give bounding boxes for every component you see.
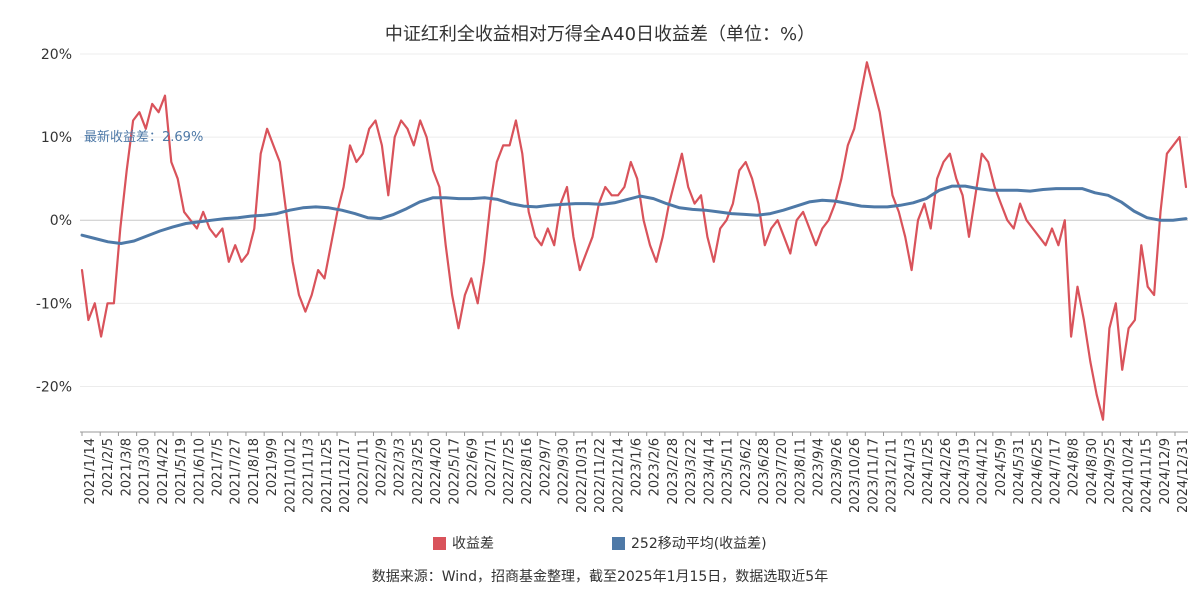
legend-swatch-spread bbox=[433, 536, 446, 550]
x-tick-label: 2024/2/26 bbox=[939, 438, 954, 505]
x-tick-label: 2021/12/17 bbox=[338, 438, 353, 513]
x-tick-label: 2023/12/11 bbox=[885, 438, 900, 513]
x-tick-label: 2022/12/14 bbox=[611, 438, 626, 513]
legend-swatch-ma252 bbox=[612, 536, 625, 550]
x-tick-label: 2022/5/17 bbox=[447, 438, 462, 505]
x-tick-label: 2024/12/9 bbox=[1158, 438, 1173, 505]
x-tick-label: 2023/9/26 bbox=[830, 438, 845, 505]
series-line-spread bbox=[80, 61, 1188, 421]
chart-title: 中证红利全收益相对万得全A40日收益差（单位：%） bbox=[384, 24, 816, 45]
y-tick-label: 0% bbox=[50, 213, 72, 229]
x-tick-label: 2021/4/22 bbox=[156, 438, 171, 505]
x-tick-label: 2023/1/6 bbox=[630, 438, 645, 496]
x-tick-label: 2023/10/26 bbox=[848, 438, 863, 513]
x-tick-label: 2022/8/16 bbox=[520, 438, 535, 505]
x-tick-label: 2023/7/20 bbox=[775, 438, 790, 505]
x-tick-label: 2023/2/6 bbox=[648, 438, 663, 496]
x-tick-label: 2022/1/11 bbox=[356, 438, 371, 505]
x-tick-label: 2024/11/15 bbox=[1140, 438, 1155, 513]
x-tick-label: 2024/4/12 bbox=[976, 438, 991, 505]
x-tick-label: 2022/11/22 bbox=[593, 438, 608, 513]
x-tick-label: 2023/5/11 bbox=[721, 438, 736, 505]
legend-label-spread: 收益差 bbox=[452, 536, 494, 552]
x-tick-label: 2021/7/5 bbox=[211, 438, 226, 496]
x-tick-label: 2021/3/30 bbox=[138, 438, 153, 505]
x-tick-label: 2024/10/24 bbox=[1121, 438, 1136, 513]
x-tick-label: 2022/7/25 bbox=[502, 438, 517, 505]
x-tick-label: 2024/5/9 bbox=[994, 438, 1009, 496]
x-tick-label: 2024/1/3 bbox=[903, 438, 918, 496]
x-tick-label: 2023/4/14 bbox=[702, 438, 717, 505]
x-tick-label: 2022/3/3 bbox=[393, 438, 408, 496]
latest-value-annotation: 最新收益差：2.69% bbox=[84, 130, 204, 145]
x-tick-label: 2021/11/3 bbox=[302, 438, 317, 505]
x-tick-label: 2024/12/31 bbox=[1176, 438, 1191, 513]
x-tick-label: 2021/7/27 bbox=[229, 438, 244, 505]
x-tick-label: 2024/7/17 bbox=[1048, 438, 1063, 505]
series-line-ma252 bbox=[80, 184, 1188, 245]
legend-item-spread: 收益差 bbox=[433, 533, 494, 553]
y-tick-label: 20% bbox=[41, 47, 72, 63]
x-tick-label: 2024/3/19 bbox=[957, 438, 972, 505]
source-note: 数据来源：Wind，招商基金整理，截至2025年1月15日，数据选取近5年 bbox=[371, 569, 829, 585]
x-tick-label: 2021/8/18 bbox=[247, 438, 262, 505]
x-tick-label: 2023/3/22 bbox=[684, 438, 699, 505]
y-tick-label: 10% bbox=[41, 130, 72, 146]
x-tick-label: 2023/11/17 bbox=[866, 438, 881, 513]
x-tick-label: 2021/10/12 bbox=[283, 438, 298, 513]
legend-label-ma252: 252移动平均(收益差) bbox=[631, 536, 767, 552]
x-tick-label: 2023/6/2 bbox=[739, 438, 754, 496]
x-tick-label: 2021/1/14 bbox=[83, 438, 98, 505]
x-tick-label: 2022/6/9 bbox=[466, 438, 481, 496]
x-tick-label: 2022/9/30 bbox=[557, 438, 572, 505]
y-tick-label: -20% bbox=[36, 379, 72, 395]
x-tick-label: 2023/8/11 bbox=[793, 438, 808, 505]
x-tick-label: 2024/8/8 bbox=[1067, 438, 1082, 496]
x-tick-label: 2021/2/5 bbox=[101, 438, 116, 496]
x-tick-label: 2021/6/10 bbox=[192, 438, 207, 505]
x-tick-label: 2023/9/4 bbox=[812, 438, 827, 496]
x-tick-label: 2023/2/28 bbox=[666, 438, 681, 505]
x-tick-label: 2024/1/25 bbox=[921, 438, 936, 505]
x-tick-label: 2021/11/25 bbox=[320, 438, 335, 513]
x-tick-label: 2024/5/31 bbox=[1012, 438, 1027, 505]
x-tick-label: 2022/4/20 bbox=[429, 438, 444, 505]
x-tick-label: 2022/10/31 bbox=[575, 438, 590, 513]
x-tick-label: 2022/7/1 bbox=[484, 438, 499, 496]
x-tick-label: 2024/6/25 bbox=[1030, 438, 1045, 505]
x-tick-label: 2021/3/8 bbox=[119, 438, 134, 496]
y-tick-label: -10% bbox=[36, 296, 72, 312]
x-tick-label: 2023/6/28 bbox=[757, 438, 772, 505]
legend-item-ma252: 252移动平均(收益差) bbox=[612, 533, 767, 553]
x-tick-label: 2021/5/19 bbox=[174, 438, 189, 505]
x-tick-label: 2024/8/30 bbox=[1085, 438, 1100, 505]
x-tick-label: 2021/9/9 bbox=[265, 438, 280, 496]
x-tick-label: 2022/9/7 bbox=[538, 438, 553, 496]
x-tick-label: 2022/3/25 bbox=[411, 438, 426, 505]
x-tick-label: 2024/9/25 bbox=[1103, 438, 1118, 505]
x-tick-label: 2022/2/9 bbox=[374, 438, 389, 496]
